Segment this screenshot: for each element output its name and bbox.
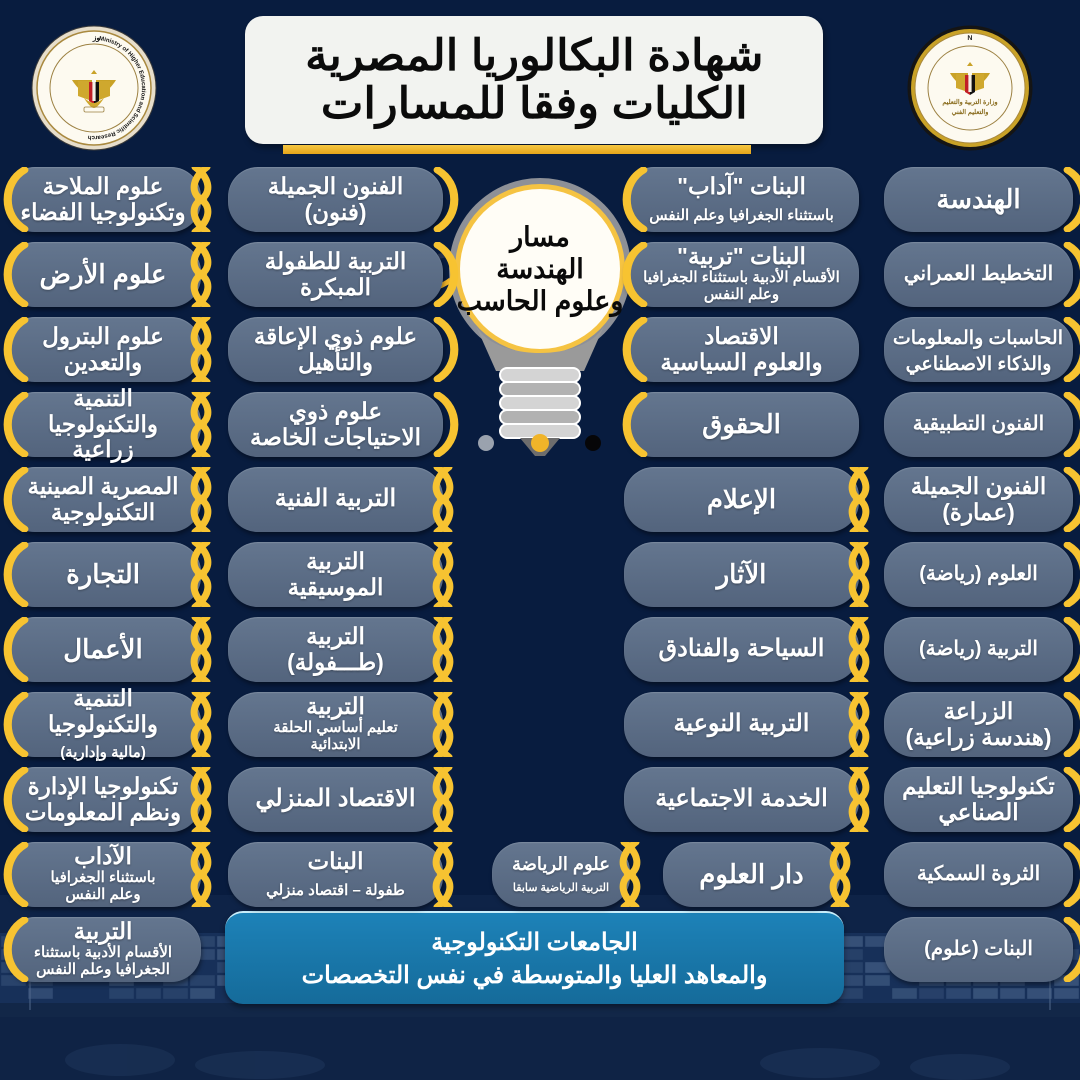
svg-text:والتعليم الفني: والتعليم الفني bbox=[952, 108, 989, 117]
svg-text:وزارة التربية والتعليم: وزارة التربية والتعليم bbox=[942, 98, 997, 106]
